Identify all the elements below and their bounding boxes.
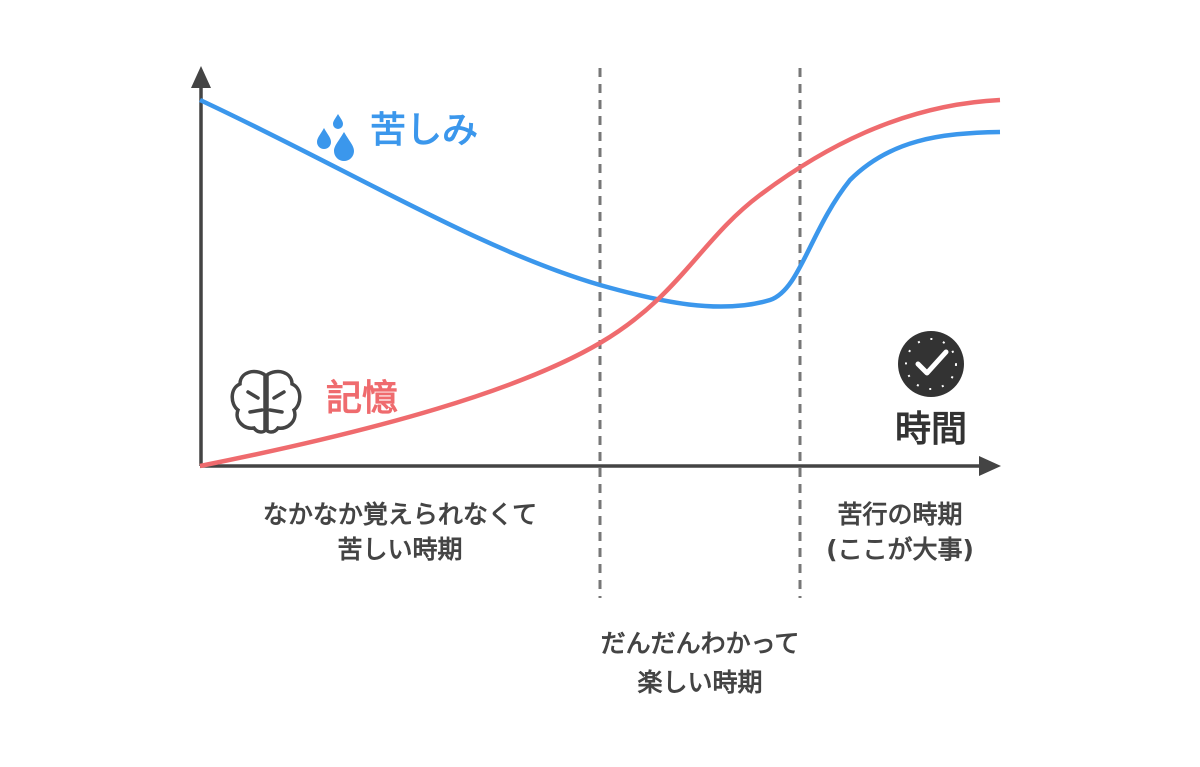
time-label: 時間 <box>895 409 967 450</box>
memory-label: 記憶 <box>326 378 398 419</box>
x-arrow <box>979 456 1001 476</box>
clock-icon <box>898 331 964 397</box>
sweat-icon <box>317 114 354 161</box>
phase-text: なかなか覚えられなくて <box>263 500 537 529</box>
phase-text: (ここが大事) <box>826 535 974 564</box>
phase-text: 苦行の時期 <box>837 500 962 529</box>
memory-curve <box>199 97 1001 469</box>
pain-label: 苦しみ <box>370 110 478 151</box>
pain-curve <box>199 97 1001 309</box>
phase-text: 楽しい時期 <box>637 668 762 697</box>
phase-text: だんだんわかって <box>601 629 800 658</box>
phase-text: 苦しい時期 <box>337 535 462 564</box>
brain-icon <box>230 369 302 434</box>
y-arrow <box>191 66 211 88</box>
